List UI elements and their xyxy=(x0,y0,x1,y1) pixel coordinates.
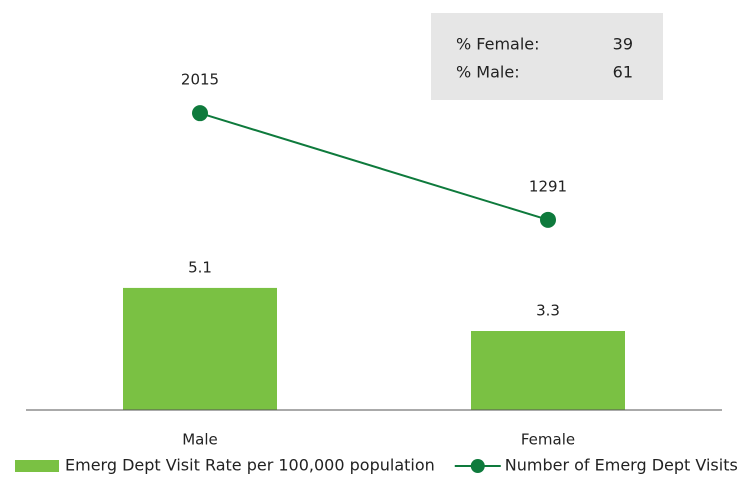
line-point xyxy=(540,211,556,228)
bar xyxy=(471,331,625,410)
bar xyxy=(123,287,277,410)
line xyxy=(199,112,549,221)
data-label: 5.1 xyxy=(188,258,212,276)
annotation-value: 39 xyxy=(613,35,633,54)
x-tick-label: Male xyxy=(182,431,218,449)
legend-label: Emerg Dept Visit Rate per 100,000 popula… xyxy=(65,456,435,475)
legend-swatch xyxy=(15,460,59,472)
annotation-label: % Female: xyxy=(456,35,540,54)
line-point xyxy=(192,105,208,122)
legend-swatch xyxy=(470,459,485,473)
legend-label: Number of Emerg Dept Visits xyxy=(505,456,738,475)
annotation-box xyxy=(431,13,663,100)
x-tick-label: Female xyxy=(521,431,575,449)
data-label: 1291 xyxy=(529,177,567,195)
data-label: 2015 xyxy=(181,71,219,89)
annotation-value: 61 xyxy=(613,63,633,82)
data-label: 3.3 xyxy=(536,302,560,320)
annotation-label: % Male: xyxy=(456,63,520,82)
